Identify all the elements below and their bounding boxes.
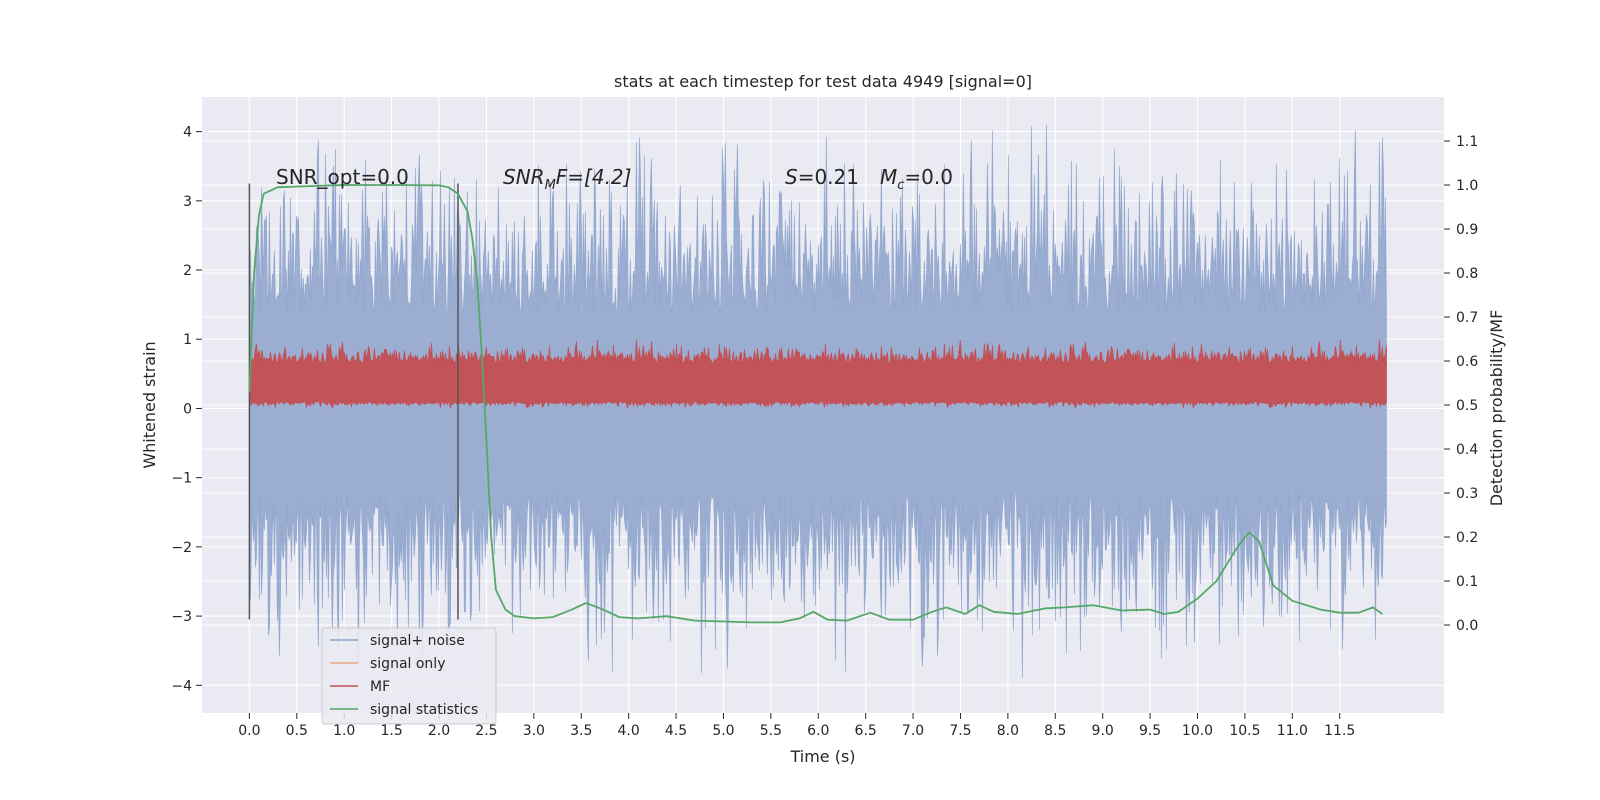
mf-series	[249, 339, 1387, 410]
annotation-mc: Mc=0.0	[880, 165, 953, 193]
y-right-tick-label: 0.0	[1456, 618, 1478, 634]
y-right-tick-label: 0.9	[1456, 222, 1478, 238]
x-tick-label: 0.0	[238, 723, 260, 739]
y-left-tick-label: 3	[183, 194, 192, 210]
x-tick-label: 6.5	[855, 723, 877, 739]
x-tick-label: 1.5	[380, 723, 402, 739]
x-tick-label: 4.0	[618, 723, 640, 739]
y-axis-left-label: Whitened strain	[140, 341, 159, 468]
y-axis-right-ticks: 1.1 1.0 0.9 0.8 0.7 0.6 0.5 0.4 0.3 0.2 0.1 0.0	[1444, 134, 1478, 634]
x-tick-label: 7.0	[902, 723, 924, 739]
x-tick-label: 3.0	[523, 723, 545, 739]
legend-label-signal-only: signal only	[370, 656, 445, 672]
signal-statistics-series	[248, 184, 1383, 624]
annotation-s-value: =0.21	[798, 165, 859, 189]
y-left-tick-label: −2	[171, 540, 192, 556]
x-tick-label: 11.0	[1277, 723, 1308, 739]
y-right-tick-label: 0.1	[1456, 574, 1478, 590]
y-left-tick-label: 0	[183, 401, 192, 417]
legend-box	[321, 627, 497, 725]
y-right-tick-label: 0.4	[1456, 442, 1478, 458]
annotation-snr-mf-prefix: SNR	[503, 165, 545, 189]
y-left-tick-label: 2	[183, 263, 192, 279]
annotation-snr-mf-sub: M	[545, 178, 556, 193]
y-right-tick-label: 0.6	[1456, 354, 1478, 370]
y-right-tick-label: 0.3	[1456, 486, 1478, 502]
x-tick-label: 11.5	[1324, 723, 1355, 739]
x-tick-label: 7.5	[949, 723, 971, 739]
x-axis-label: Time (s)	[789, 747, 855, 766]
annotation-snr-mf: SNRMF=[4.2]	[503, 165, 631, 193]
legend-label-noise: signal+ noise	[370, 633, 465, 649]
annotation-mc-value: =0.0	[904, 165, 953, 189]
y-right-tick-label: 0.7	[1456, 310, 1478, 326]
x-tick-label: 0.5	[286, 723, 308, 739]
x-tick-label: 8.0	[997, 723, 1019, 739]
legend: signal+ noise signal only MF signal stat…	[321, 627, 497, 725]
y-left-tick-label: −4	[171, 678, 192, 694]
y-left-tick-label: 4	[183, 125, 192, 141]
x-tick-label: 9.5	[1139, 723, 1161, 739]
mf-trace	[249, 339, 1387, 410]
y-left-tick-label: −3	[171, 609, 192, 625]
annotation-s: S=0.21	[785, 165, 859, 189]
vertical-markers	[248, 183, 459, 620]
x-tick-label: 5.5	[760, 723, 782, 739]
chart-title: stats at each timestep for test data 494…	[614, 72, 1032, 91]
y-right-tick-label: 0.8	[1456, 266, 1478, 282]
x-tick-label: 8.5	[1044, 723, 1066, 739]
x-tick-label: 10.5	[1229, 723, 1260, 739]
annotation-snr-opt: SNR_opt=0.0	[276, 165, 409, 189]
y-right-tick-label: 0.5	[1456, 398, 1478, 414]
annotation-mc-symbol: M	[880, 165, 897, 189]
y-axis-right-label: Detection probability/MF	[1487, 310, 1506, 507]
annotation-s-symbol: S	[785, 165, 798, 189]
y-left-tick-label: −1	[171, 471, 192, 487]
y-left-tick-label: 1	[183, 332, 192, 348]
legend-label-stats: signal statistics	[370, 702, 478, 718]
x-tick-label: 3.5	[570, 723, 592, 739]
legend-label-mf: MF	[370, 679, 390, 695]
x-axis-ticks: 0.0 0.5 1.0 1.5 2.0 2.5 3.0 3.5 4.0 4.5 5.0 5.5 6.0 6…	[238, 713, 1355, 739]
x-tick-label: 1.0	[333, 723, 355, 739]
annotation-snr-mf-suffix: F=[4.2]	[556, 165, 632, 189]
x-tick-label: 6.0	[807, 723, 829, 739]
x-tick-label: 5.0	[712, 723, 734, 739]
x-tick-label: 9.0	[1092, 723, 1114, 739]
y-axis-left-ticks: 4 3 2 1 0 −1 −2 −3 −4	[171, 125, 202, 694]
annotation-mc-sub: c	[897, 178, 904, 193]
y-right-tick-label: 1.1	[1456, 134, 1478, 150]
y-right-tick-label: 0.2	[1456, 530, 1478, 546]
x-tick-label: 2.5	[475, 723, 497, 739]
y-right-tick-label: 1.0	[1456, 178, 1478, 194]
signal-statistics-line	[248, 184, 1383, 624]
x-tick-label: 2.0	[428, 723, 450, 739]
x-tick-label: 4.5	[665, 723, 687, 739]
x-tick-label: 10.0	[1182, 723, 1213, 739]
